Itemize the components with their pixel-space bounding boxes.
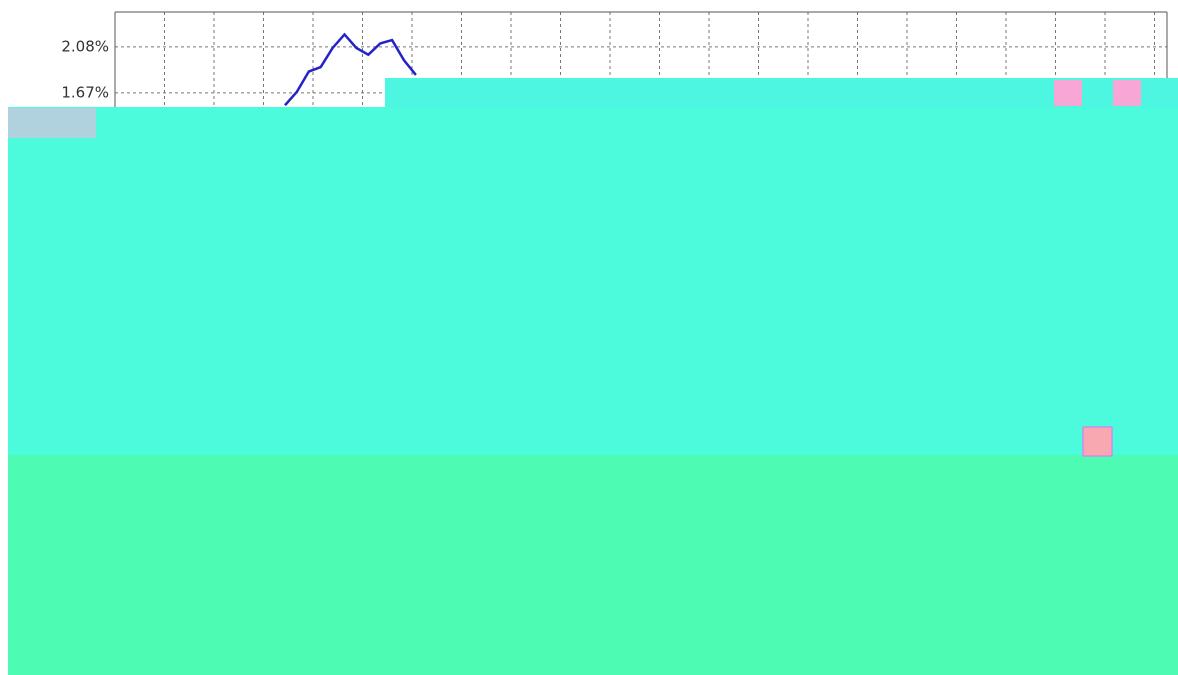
glitch-overlay <box>8 78 1178 675</box>
glitch-strip <box>385 78 1178 108</box>
glitch-block <box>1054 80 1082 106</box>
y-tick-label: 1.67% <box>61 83 109 101</box>
data-line <box>284 32 417 107</box>
glitch-block <box>8 108 96 138</box>
glitch-block <box>8 455 1178 675</box>
y-tick-label: 2.08% <box>61 37 109 55</box>
plot-area: 1.67% 2.08% <box>61 11 1168 112</box>
glitch-block <box>1113 80 1141 106</box>
glitch-block <box>1082 426 1113 457</box>
glitch-block <box>8 107 1178 455</box>
